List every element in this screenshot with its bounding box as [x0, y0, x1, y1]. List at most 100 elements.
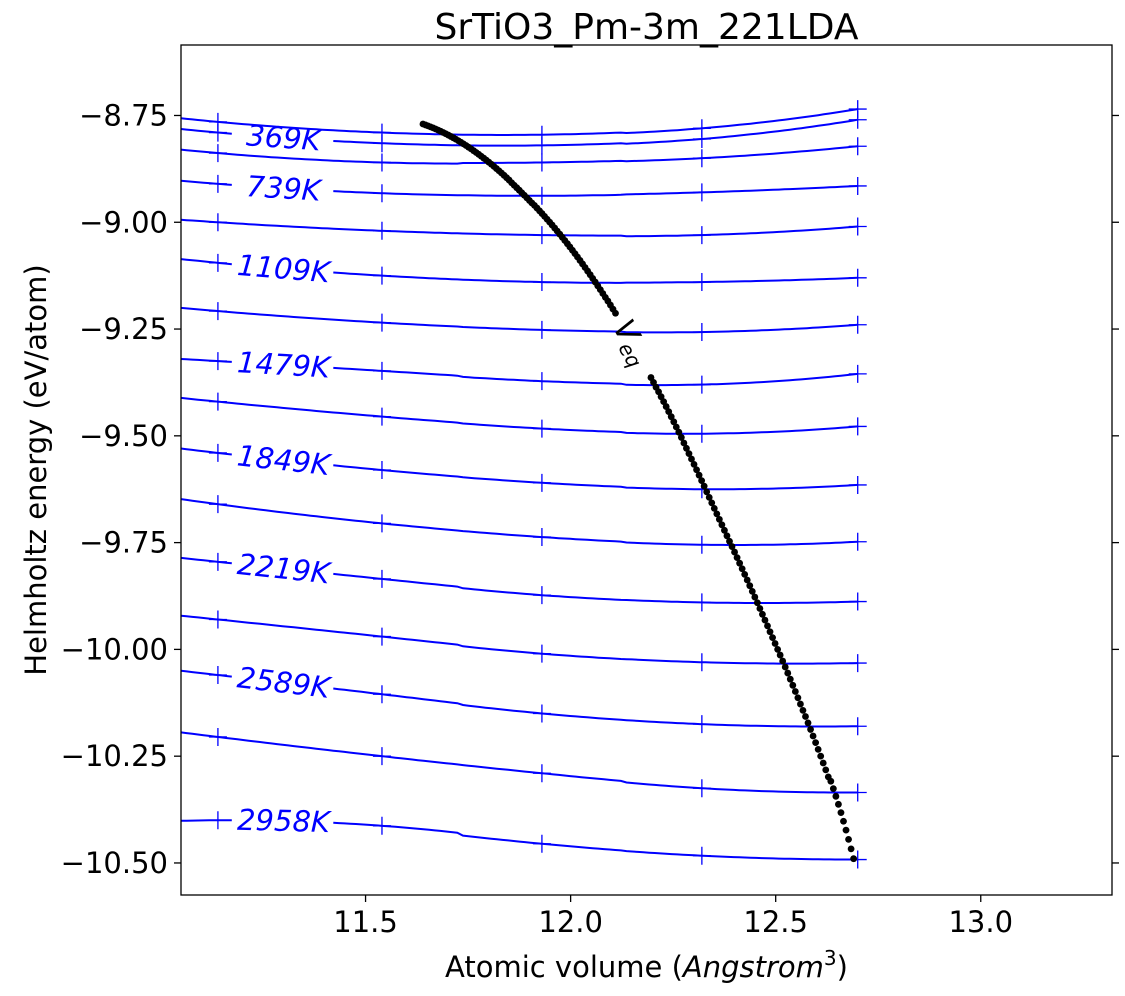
data-point-marker — [692, 846, 711, 865]
y-tick-label: −10.50 — [61, 846, 168, 880]
data-point-marker — [208, 253, 227, 272]
data-point-marker — [848, 532, 867, 551]
veq-point — [799, 706, 807, 714]
veq-point — [715, 515, 723, 523]
isotherm-label: 1109K — [236, 248, 333, 290]
data-point-marker — [848, 417, 867, 436]
data-point-marker — [692, 715, 711, 734]
veq-point — [718, 521, 726, 529]
data-point-marker — [692, 535, 711, 554]
veq-point — [819, 759, 827, 767]
data-point-marker — [848, 364, 867, 383]
veq-point — [743, 576, 751, 584]
veq-point — [705, 493, 713, 501]
data-point-marker — [372, 221, 391, 240]
veq-point — [728, 543, 736, 550]
data-point-marker — [208, 443, 227, 462]
data-point-marker — [208, 174, 227, 193]
data-point-marker — [372, 153, 391, 172]
veq-point — [829, 785, 837, 793]
x-tick-label: 12.5 — [743, 905, 808, 939]
data-point-marker — [208, 123, 227, 142]
veq-curve — [419, 120, 858, 863]
veq-point — [766, 628, 774, 636]
isotherm-label: 2958K — [237, 803, 333, 839]
data-point-marker — [208, 302, 227, 321]
y-tick-label: −9.50 — [79, 419, 168, 453]
data-point-marker — [532, 372, 551, 391]
isotherm-line — [181, 306, 858, 334]
veq-point — [713, 510, 721, 518]
data-point-marker — [692, 653, 711, 672]
data-point-marker — [848, 717, 867, 736]
veq-point — [695, 471, 703, 479]
veq-point — [672, 423, 680, 431]
veq-point — [850, 855, 858, 863]
isotherm-curves — [181, 100, 867, 869]
isotherm-line — [333, 366, 858, 387]
isotherm-line — [333, 464, 858, 491]
chart-title: SrTiO3_Pm-3m_221LDA — [434, 7, 858, 48]
data-point-marker — [532, 419, 551, 438]
data-point-marker — [532, 528, 551, 547]
data-point-marker — [208, 552, 227, 571]
x-tick-label: 13.0 — [948, 905, 1013, 939]
veq-point — [731, 548, 738, 556]
data-point-marker — [848, 176, 867, 195]
data-point-marker — [692, 424, 711, 443]
isotherm-label: 739K — [245, 169, 323, 208]
y-tick-label: −10.00 — [61, 632, 168, 666]
veq-point — [784, 669, 792, 677]
veq-point — [827, 777, 835, 785]
veq-point — [774, 645, 782, 653]
veq-point — [756, 605, 764, 612]
veq-point — [690, 460, 698, 468]
data-point-marker — [208, 666, 227, 685]
veq-point — [835, 800, 842, 808]
data-point-marker — [372, 266, 391, 285]
veq-point — [764, 622, 771, 630]
veq-point — [662, 403, 670, 410]
data-point-marker — [532, 320, 551, 339]
axes: 11.5 12.0 12.5 13.0 −8.75 −9.00 −9.25 −9.50 −9.7… — [61, 44, 1119, 939]
data-point-marker — [532, 186, 551, 205]
veq-point — [817, 752, 825, 760]
veq-point — [812, 739, 820, 747]
y-tick-label: −8.75 — [79, 98, 168, 132]
isotherm-line — [181, 145, 858, 165]
veq-point — [822, 766, 830, 774]
data-point-marker — [208, 727, 227, 746]
data-point-marker — [848, 315, 867, 334]
isotherm-line — [333, 118, 858, 147]
data-point-marker — [848, 268, 867, 287]
data-point-marker — [848, 654, 867, 673]
veq-point — [781, 663, 789, 671]
data-point-marker — [372, 461, 391, 479]
data-point-marker — [532, 644, 551, 663]
data-point-marker — [692, 593, 711, 612]
data-point-marker — [208, 610, 227, 629]
data-point-marker — [692, 273, 711, 292]
veq-point — [710, 504, 718, 512]
data-point-marker — [692, 149, 711, 168]
veq-point — [733, 554, 741, 562]
data-point-marker — [692, 226, 711, 245]
data-point-marker — [692, 323, 711, 342]
data-point-marker — [532, 834, 551, 853]
veq-point — [741, 570, 749, 578]
x-tick-label: 12.0 — [538, 905, 603, 939]
data-point-marker — [208, 811, 227, 830]
veq-point — [837, 809, 845, 817]
veq-point — [703, 488, 711, 496]
isotherm-line — [181, 731, 858, 794]
data-point-marker — [692, 779, 711, 798]
veq-point — [670, 418, 678, 426]
data-point-marker — [372, 407, 391, 426]
veq-point — [814, 745, 822, 753]
data-point-marker — [532, 704, 551, 723]
data-point-marker — [208, 495, 227, 514]
veq-point — [786, 675, 794, 683]
isotherm-line — [333, 572, 858, 604]
veq-point — [845, 835, 852, 843]
veq-point — [761, 616, 769, 624]
